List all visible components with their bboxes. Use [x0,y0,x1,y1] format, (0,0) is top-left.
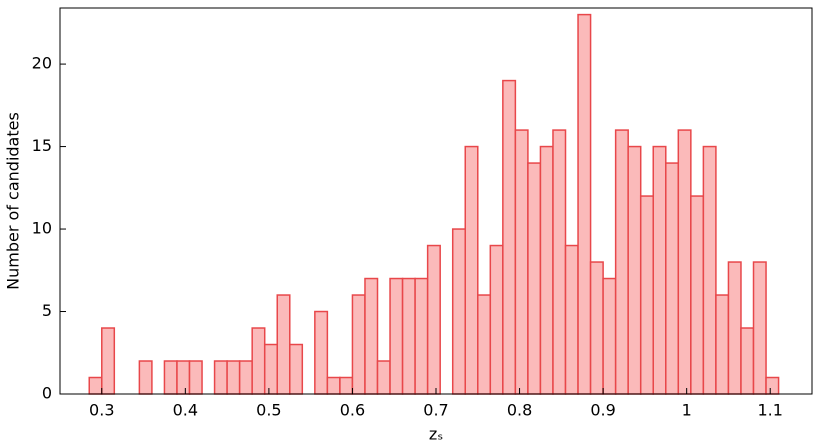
bar [188,360,203,395]
bar [614,129,629,395]
bar [163,360,178,395]
bar [752,261,767,395]
bar [364,277,379,395]
bar [263,343,278,395]
bar [589,261,604,395]
bar [88,376,103,395]
bar [702,145,717,395]
bar [639,195,654,395]
x-axis-label: zₛ [429,425,443,444]
bar [226,360,241,395]
bar [652,145,667,395]
bar [627,145,642,395]
bar [502,79,517,395]
bar [464,145,479,395]
bar [451,228,466,395]
bar [251,327,266,395]
y-tick-label: 15 [32,136,52,155]
bar [539,145,554,395]
bar [401,277,416,395]
bar [677,129,692,395]
bar [489,244,504,395]
bar [602,277,617,395]
y-tick-label: 0 [42,384,52,403]
bar [238,360,253,395]
x-tick-label: 0.6 [340,401,365,420]
bar [414,277,429,395]
bar [326,376,341,395]
x-tick-label: 0.5 [256,401,281,420]
bar [376,360,391,395]
bar [690,195,705,395]
bar [577,13,592,395]
bar [138,360,153,395]
bar [314,310,329,395]
x-tick-label: 0.8 [507,401,532,420]
bar [514,129,529,395]
bar [389,277,404,395]
x-tick-label: 0.3 [89,401,114,420]
bar [527,162,542,395]
bar [727,261,742,395]
x-tick-label: 1.1 [757,401,782,420]
bar [289,343,304,395]
y-tick-label: 10 [32,219,52,238]
y-tick-label: 20 [32,54,52,73]
bar [351,294,366,395]
bar [552,129,567,395]
bar [176,360,191,395]
bar [665,162,680,395]
x-tick-label: 0.7 [423,401,448,420]
y-tick-label: 5 [42,301,52,320]
x-tick-label: 0.4 [173,401,198,420]
bar [765,376,780,395]
bar [101,327,116,395]
bar [213,360,228,395]
bar [715,294,730,395]
bar [276,294,291,395]
bar [426,244,441,395]
y-axis-label: Number of candidates [4,112,23,290]
bar [564,244,579,395]
x-tick-label: 0.9 [590,401,615,420]
bar [339,376,354,395]
x-tick-label: 1 [682,401,692,420]
bar [477,294,492,395]
bar [740,327,755,395]
